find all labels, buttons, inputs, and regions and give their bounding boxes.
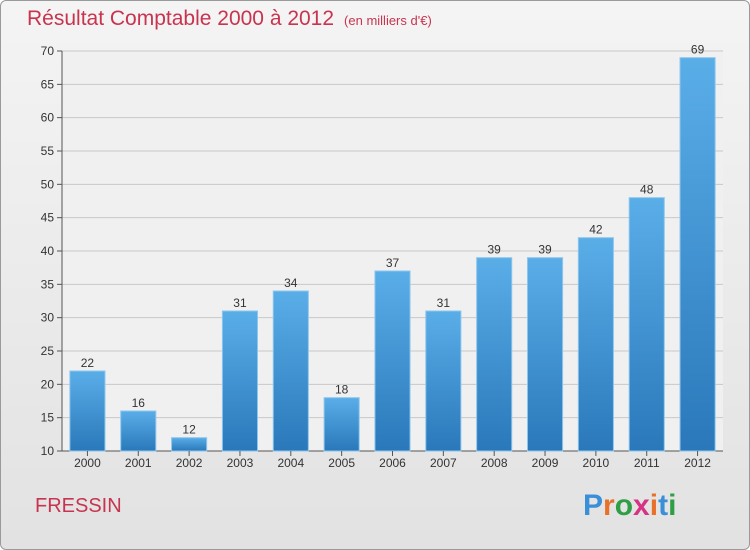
y-tick-label: 25 bbox=[41, 344, 55, 358]
y-tick-label: 65 bbox=[41, 77, 55, 91]
bar-value-label: 31 bbox=[437, 296, 451, 310]
proxiti-logo[interactable]: Proxiti bbox=[583, 489, 676, 523]
bar-2012 bbox=[679, 57, 716, 452]
x-tick-label: 2002 bbox=[176, 456, 203, 470]
logo-letter: i bbox=[668, 489, 677, 522]
y-tick-label: 70 bbox=[41, 44, 55, 58]
x-tick-label: 2011 bbox=[634, 456, 660, 470]
logo-letter: i bbox=[649, 489, 659, 522]
bar-value-label: 34 bbox=[284, 276, 298, 290]
bar-value-label: 12 bbox=[182, 423, 196, 437]
bar-2005 bbox=[323, 397, 360, 452]
x-tick-label: 2009 bbox=[532, 456, 559, 470]
bar-2002 bbox=[171, 437, 208, 452]
x-tick-label: 2010 bbox=[583, 456, 610, 470]
x-tick-label: 2005 bbox=[328, 456, 355, 470]
chart-title-text: Résultat Comptable 2000 à 2012 bbox=[27, 7, 335, 30]
logo-letter: t bbox=[658, 489, 669, 522]
logo-letter: P bbox=[583, 489, 604, 522]
bar-2006 bbox=[374, 270, 411, 452]
commune-name: FRESSIN bbox=[35, 495, 122, 517]
x-tick-label: 2008 bbox=[481, 456, 508, 470]
bar-2000 bbox=[69, 370, 106, 452]
bar-value-label: 31 bbox=[233, 296, 247, 310]
bar-2009 bbox=[526, 257, 564, 452]
bar-value-label: 39 bbox=[488, 243, 502, 257]
x-tick-label: 2000 bbox=[74, 456, 101, 470]
x-tick-label: 2003 bbox=[227, 456, 254, 470]
y-tick-label: 60 bbox=[41, 111, 55, 125]
logo-letter: x bbox=[633, 489, 650, 522]
y-tick-label: 20 bbox=[41, 377, 55, 391]
bar-2011 bbox=[628, 197, 665, 452]
bar-2003 bbox=[221, 310, 259, 452]
bar-value-label: 39 bbox=[538, 243, 552, 257]
chart-subtitle: (en milliers d'€) bbox=[344, 13, 432, 28]
bar-2007 bbox=[425, 310, 462, 452]
bar-value-label: 18 bbox=[335, 383, 349, 397]
y-tick-label: 50 bbox=[41, 177, 55, 191]
bar-2010 bbox=[577, 237, 614, 452]
bar-value-label: 22 bbox=[81, 356, 95, 370]
bar-value-label: 42 bbox=[589, 223, 603, 237]
bar-value-label: 37 bbox=[386, 256, 400, 270]
y-tick-label: 40 bbox=[41, 244, 55, 258]
bar-2001 bbox=[120, 410, 157, 452]
x-tick-label: 2012 bbox=[684, 456, 711, 470]
x-tick-label: 2004 bbox=[277, 456, 304, 470]
logo-letter: r bbox=[603, 489, 615, 522]
bar-value-label: 48 bbox=[640, 183, 654, 197]
y-tick-label: 10 bbox=[41, 444, 55, 458]
y-tick-label: 15 bbox=[41, 411, 55, 425]
bar-value-label: 69 bbox=[691, 43, 705, 57]
y-tick-label: 30 bbox=[41, 311, 55, 325]
bar-value-label: 16 bbox=[132, 396, 146, 410]
x-tick-label: 2007 bbox=[430, 456, 457, 470]
bar-2004 bbox=[272, 290, 309, 452]
y-tick-label: 35 bbox=[41, 277, 55, 291]
logo-letter: o bbox=[614, 489, 634, 522]
x-tick-label: 2006 bbox=[379, 456, 406, 470]
y-tick-label: 55 bbox=[41, 144, 55, 158]
x-tick-label: 2001 bbox=[125, 456, 152, 470]
y-tick-label: 45 bbox=[41, 211, 55, 225]
chart-title: Résultat Comptable 2000 à 2012 (en millie… bbox=[27, 7, 432, 31]
bar-2008 bbox=[476, 257, 513, 452]
